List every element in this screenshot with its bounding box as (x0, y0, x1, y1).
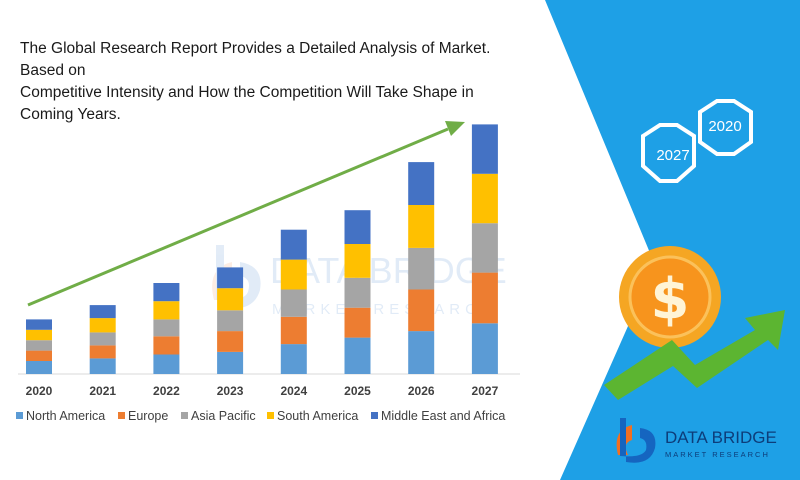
bar-segment-2024-middle-east-and-africa (280, 229, 307, 260)
bar-segment-2023-middle-east-and-africa (217, 267, 244, 289)
bar-segment-2024-europe (280, 316, 307, 345)
hexagon-label-2020: 2020 (708, 118, 741, 135)
bar-segment-2021-middle-east-and-africa (89, 305, 116, 319)
title-line-1: The Global Research Report Provides a De… (20, 40, 491, 79)
x-tick-2026: 2026 (408, 384, 435, 398)
bar-segment-2027-north-america (471, 323, 498, 374)
bar-segment-2026-middle-east-and-africa (408, 162, 435, 205)
watermark: DATA BRIDGE MARKET RESEARCH (212, 245, 507, 318)
legend-label-north-america: North America (26, 409, 105, 423)
bar-segment-2027-asia-pacific (471, 223, 498, 273)
bar-segment-2022-europe (153, 336, 180, 355)
growth-arrow-icon (604, 310, 785, 400)
legend-swatch-asia-pacific (181, 412, 188, 419)
legend-label-europe: Europe (128, 409, 168, 423)
legend-swatch-europe (118, 412, 125, 419)
legend-swatch-middle-east-and-africa (371, 412, 378, 419)
data-bridge-logo-icon (616, 418, 656, 463)
dollar-coin-icon: $ (619, 246, 721, 348)
bar-segment-2024-south-america (280, 259, 307, 290)
x-tick-2024: 2024 (280, 384, 307, 398)
bar-segment-2026-europe (408, 289, 435, 332)
logo-tagline: MARKET RESEARCH (665, 450, 770, 459)
bar-segment-2025-north-america (344, 337, 371, 374)
bar-segment-2023-asia-pacific (217, 310, 244, 332)
chart-legend: North America Europe Asia Pacific South Ame… (16, 409, 505, 423)
legend-swatch-south-america (267, 412, 274, 419)
svg-text:$: $ (651, 267, 690, 332)
legend-label-middle-east-and-africa: Middle East and Africa (381, 409, 505, 423)
logo-name: DATA BRIDGE (665, 428, 777, 447)
bar-segment-2023-north-america (217, 351, 244, 374)
bars-group (26, 124, 498, 374)
bar-segment-2027-europe (471, 272, 498, 324)
x-tick-2022: 2022 (153, 384, 180, 398)
bar-segment-2026-asia-pacific (408, 247, 435, 290)
bar-segment-2021-north-america (89, 358, 116, 374)
bar-segment-2021-asia-pacific (89, 332, 116, 346)
bar-segment-2021-europe (89, 345, 116, 359)
bar-segment-2027-south-america (471, 173, 498, 224)
x-tick-2023: 2023 (217, 384, 244, 398)
report-title: The Global Research Report Provides a De… (20, 38, 520, 126)
bar-segment-2025-europe (344, 307, 371, 338)
bar-segment-2020-europe (26, 350, 52, 361)
bar-segment-2022-north-america (153, 354, 180, 374)
x-tick-2021: 2021 (89, 384, 116, 398)
bar-segment-2024-north-america (280, 344, 307, 374)
x-tick-2020: 2020 (26, 384, 53, 398)
bar-segment-2025-south-america (344, 244, 371, 278)
bar-segment-2020-asia-pacific (26, 340, 52, 351)
bar-segment-2023-south-america (217, 288, 244, 311)
hexagon-label-2027: 2027 (656, 147, 689, 164)
x-tick-labels: 2020 2021 2022 2023 2024 2025 2026 2027 (26, 384, 499, 398)
bar-segment-2024-asia-pacific (280, 289, 307, 317)
x-tick-2025: 2025 (344, 384, 371, 398)
hexagon-icon: 2020 (698, 99, 753, 156)
bar-segment-2022-asia-pacific (153, 319, 180, 337)
bar-segment-2022-middle-east-and-africa (153, 283, 180, 302)
bar-segment-2020-north-america (26, 361, 52, 374)
legend-label-asia-pacific: Asia Pacific (191, 409, 256, 423)
bar-segment-2025-middle-east-and-africa (344, 210, 371, 244)
bar-segment-2020-middle-east-and-africa (26, 319, 52, 330)
watermark-line1: DATA BRIDGE (270, 250, 507, 291)
bar-segment-2022-south-america (153, 301, 180, 320)
bar-segment-2023-europe (217, 331, 244, 352)
x-tick-2027: 2027 (472, 384, 499, 398)
bar-segment-2025-asia-pacific (344, 277, 371, 308)
bar-segment-2026-south-america (408, 205, 435, 248)
watermark-line2: MARKET RESEARCH (272, 301, 497, 318)
bar-segment-2021-south-america (89, 318, 116, 333)
bar-segment-2020-south-america (26, 329, 52, 341)
legend-label-south-america: South America (277, 409, 358, 423)
hexagon-icon: 2027 (641, 123, 696, 183)
bar-segment-2026-north-america (408, 331, 435, 374)
legend-swatch-north-america (16, 412, 23, 419)
bar-segment-2027-middle-east-and-africa (471, 124, 498, 174)
title-line-2: Competitive Intensity and How the Compet… (20, 84, 474, 123)
trend-arrow-icon (27, 121, 465, 307)
